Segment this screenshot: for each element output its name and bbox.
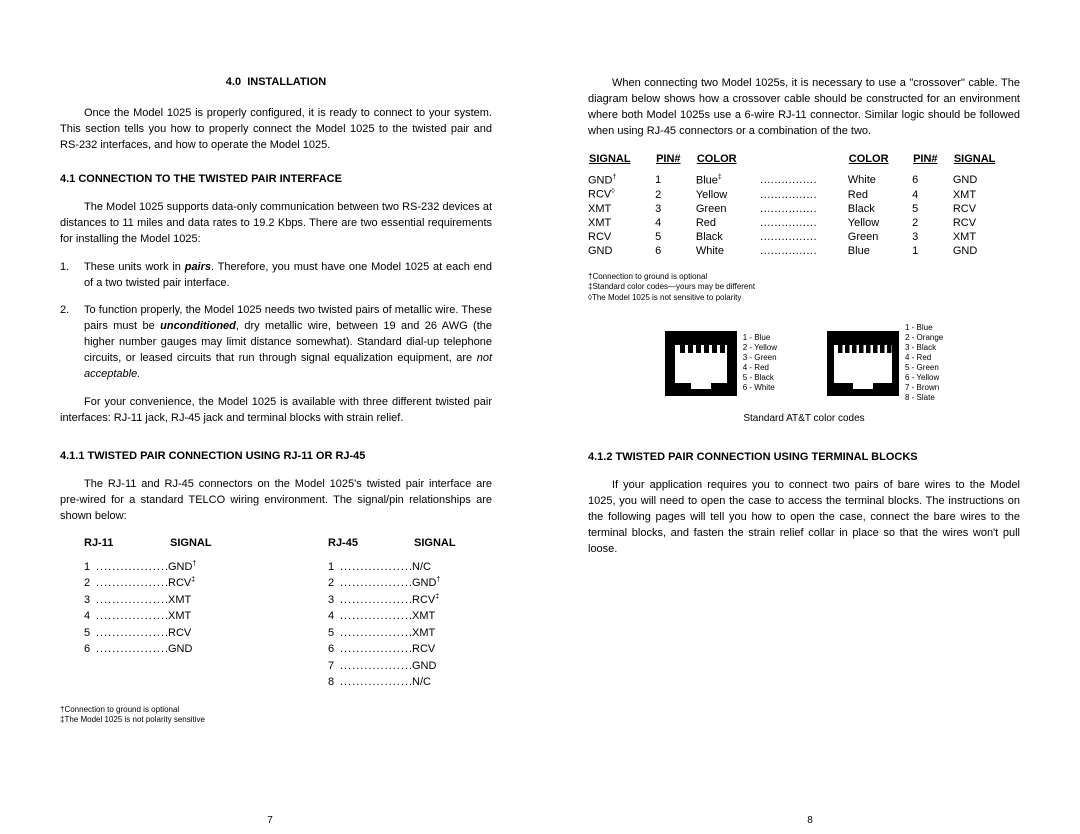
sub112-para: If your application requires you to conn… — [588, 478, 1020, 558]
pin-row: 5....................RCV — [84, 625, 248, 642]
page-left: 4.0 INSTALLATION Once the Model 1025 is … — [0, 0, 540, 834]
subsection-4-1-2: 4.1.2 TWISTED PAIR CONNECTION USING TERM… — [588, 450, 1020, 466]
crossover-row: RCV◊2Yellow................Red4XMT — [588, 187, 1020, 202]
pin-row: 3....................RCV‡ — [328, 592, 492, 609]
rj11-column: RJ-11 SIGNAL 1....................GND†2.… — [84, 537, 248, 691]
th-signal-l: SIGNAL — [588, 152, 655, 173]
crossover-row: RCV5Black................Green3XMT — [588, 230, 1020, 244]
rj11-header: RJ-11 — [84, 537, 170, 549]
section-title: 4.0 INSTALLATION — [60, 76, 492, 88]
crossover-row: GND†1Blue‡................White6GND — [588, 173, 1020, 188]
crossover-table: SIGNAL PIN# COLOR COLOR PIN# SIGNAL GND†… — [588, 152, 1020, 258]
list-item-2: 2. To function properly, the Model 1025 … — [60, 303, 492, 383]
pin-row: 6....................GND — [84, 641, 248, 658]
pin-row: 1....................N/C — [328, 559, 492, 576]
pin-row: 7....................GND — [328, 658, 492, 675]
diagram-caption: Standard AT&T color codes — [588, 413, 1020, 424]
convenience-para: For your convenience, the Model 1025 is … — [60, 395, 492, 427]
pin-row: 8....................N/C — [328, 674, 492, 691]
rj45-header: RJ-45 — [328, 537, 414, 549]
pin-table: RJ-11 SIGNAL 1....................GND†2.… — [84, 537, 492, 691]
th-signal-r: SIGNAL — [953, 152, 1020, 173]
crossover-row: XMT4Red................Yellow2RCV — [588, 216, 1020, 230]
rj45-diagram: 1 - Blue2 - Orange3 - Black4 - Red5 - Gr… — [827, 323, 943, 403]
pin-row: 2....................GND† — [328, 575, 492, 592]
pin-row: 4....................XMT — [84, 608, 248, 625]
sub111-para: The RJ-11 and RJ-45 connectors on the Mo… — [60, 477, 492, 525]
th-color-l: COLOR — [696, 152, 760, 173]
pin-row: 1....................GND† — [84, 559, 248, 576]
pin-row: 4....................XMT — [328, 608, 492, 625]
rj45-pin-labels: 1 - Blue2 - Orange3 - Black4 - Red5 - Gr… — [905, 323, 943, 403]
list-item-1: 1. These units work in pairs. Therefore,… — [60, 260, 492, 292]
rj45-column: RJ-45 SIGNAL 1....................N/C2..… — [328, 537, 492, 691]
pin-row: 5....................XMT — [328, 625, 492, 642]
section-heading: INSTALLATION — [247, 76, 326, 88]
crossover-row: GND6White................Blue1GND — [588, 244, 1020, 258]
subsection-4-1: 4.1 CONNECTION TO THE TWISTED PAIR INTER… — [60, 172, 492, 188]
pin-row: 3....................XMT — [84, 592, 248, 609]
footnotes-left: †Connection to ground is optional ‡The M… — [60, 705, 492, 726]
page-right: When connecting two Model 1025s, it is n… — [540, 0, 1080, 834]
section-number: 4.0 — [226, 76, 241, 88]
rj11-connector-icon — [665, 331, 737, 396]
connector-diagrams: 1 - Blue2 - Yellow3 - Green4 - Red5 - Bl… — [588, 323, 1020, 403]
page-number-left: 7 — [0, 815, 540, 826]
crossover-row: XMT3Green................Black5RCV — [588, 202, 1020, 216]
rj45-connector-icon — [827, 331, 899, 396]
sub1-para: The Model 1025 supports data-only commun… — [60, 200, 492, 248]
page-number-right: 8 — [540, 815, 1080, 826]
pin-row: 6....................RCV — [328, 641, 492, 658]
footnotes-right: †Connection to ground is optional ‡Stand… — [588, 272, 1020, 303]
th-pin-l: PIN# — [655, 152, 696, 173]
signal-header-2: SIGNAL — [414, 537, 456, 549]
signal-header: SIGNAL — [170, 537, 212, 549]
intro-para: Once the Model 1025 is properly configur… — [60, 106, 492, 154]
th-pin-r: PIN# — [912, 152, 953, 173]
pin-row: 2....................RCV‡ — [84, 575, 248, 592]
rj11-pin-labels: 1 - Blue2 - Yellow3 - Green4 - Red5 - Bl… — [743, 333, 777, 393]
right-intro: When connecting two Model 1025s, it is n… — [588, 76, 1020, 140]
subsection-4-1-1: 4.1.1 TWISTED PAIR CONNECTION USING RJ-1… — [60, 449, 492, 465]
rj11-diagram: 1 - Blue2 - Yellow3 - Green4 - Red5 - Bl… — [665, 323, 777, 403]
th-color-r: COLOR — [848, 152, 912, 173]
